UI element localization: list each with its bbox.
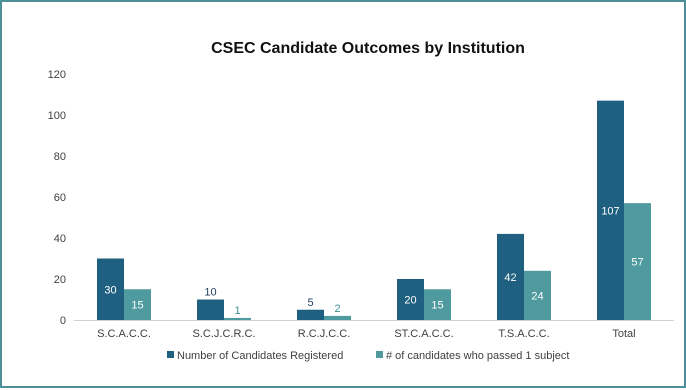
data-label: 15 xyxy=(131,300,143,312)
data-label: 30 xyxy=(104,284,116,296)
y-tick-label: 120 xyxy=(48,69,66,81)
bar-passed xyxy=(624,203,651,320)
legend-swatch xyxy=(376,351,383,358)
data-label: 1 xyxy=(234,305,240,317)
legend-swatch xyxy=(167,351,174,358)
legend-label: Number of Candidates Registered xyxy=(177,350,343,362)
bar-registered xyxy=(97,258,124,320)
y-tick-label: 100 xyxy=(48,110,66,122)
bar-passed xyxy=(124,289,151,320)
y-tick-label: 40 xyxy=(54,233,66,245)
y-tick-label: 0 xyxy=(60,315,66,327)
category-label: ST.C.A.C.C. xyxy=(394,328,453,340)
data-label: 24 xyxy=(531,290,543,302)
bar-registered xyxy=(197,299,224,320)
y-tick-label: 80 xyxy=(54,151,66,163)
data-label: 5 xyxy=(307,297,313,309)
chart-title: CSEC Candidate Outcomes by Institution xyxy=(211,40,525,57)
x-axis: S.C.A.C.C. S.C.J.C.R.C. R.C.J.C.C. ST.C.A.C… xyxy=(74,320,674,340)
category-label: S.C.J.C.R.C. xyxy=(193,328,256,340)
legend-label: # of candidates who passed 1 subject xyxy=(386,350,569,362)
category-label: S.C.A.C.C. xyxy=(97,328,151,340)
bar-registered xyxy=(597,100,624,321)
bar-passed xyxy=(424,289,451,320)
data-label: 20 xyxy=(404,295,416,307)
y-tick-label: 60 xyxy=(54,192,66,204)
bar-passed xyxy=(224,317,251,320)
data-label: 42 xyxy=(504,272,516,284)
category-label: R.C.J.C.C. xyxy=(298,328,351,340)
bar-passed xyxy=(324,315,351,320)
y-tick-label: 20 xyxy=(54,274,66,286)
legend: Number of Candidates Registered # of cand… xyxy=(167,350,569,362)
data-label: 10 xyxy=(204,287,216,299)
data-label: 15 xyxy=(431,300,443,312)
category-label: T.S.A.C.C. xyxy=(498,328,549,340)
bar-registered xyxy=(497,233,524,320)
y-axis: 0 20 40 60 80 100 120 xyxy=(48,69,66,327)
data-label: 57 xyxy=(631,257,643,269)
bar-registered xyxy=(397,279,424,320)
bar-passed xyxy=(524,270,551,320)
data-label: 2 xyxy=(334,303,340,315)
bar-registered xyxy=(297,309,324,320)
data-label: 107 xyxy=(601,205,619,217)
category-label: Total xyxy=(612,328,635,340)
